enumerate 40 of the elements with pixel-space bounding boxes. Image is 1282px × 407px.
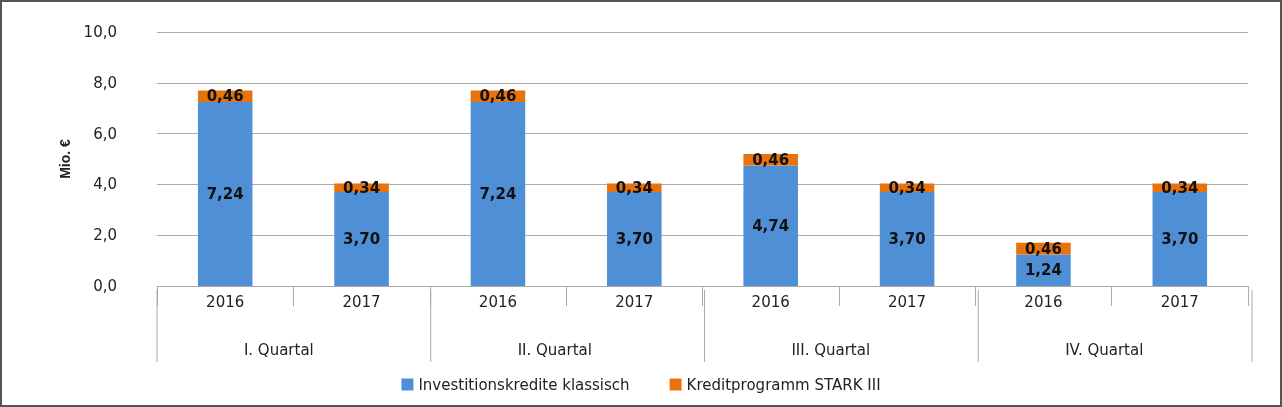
bar [743, 165, 798, 286]
y-tick-label: 10,0 [83, 23, 117, 41]
data-label: 0,46 [752, 150, 790, 169]
y-tick-label: 0,0 [93, 277, 117, 295]
data-label: 3,70 [343, 230, 381, 249]
bar [197, 102, 253, 286]
data-label: 7,24 [479, 185, 517, 204]
data-label: 0,46 [1024, 239, 1062, 258]
y-axis-title: Mio. € [57, 138, 73, 179]
data-label: 0,34 [343, 178, 381, 197]
text: I. Quartal [243, 340, 314, 359]
x-tick-label: 2016 [751, 292, 790, 311]
text: III. Quartal [791, 340, 871, 359]
text: IV. Quartal [1065, 340, 1144, 359]
data-label: 3,70 [615, 230, 653, 249]
bar [470, 102, 526, 286]
data-label: 3,70 [888, 230, 926, 249]
data-label: 4,74 [752, 216, 790, 235]
y-tick-label: 8,0 [93, 73, 117, 92]
data-label: 3,70 [1161, 230, 1199, 249]
data-label: 0,34 [615, 178, 653, 197]
x-tick-label: 2017 [342, 292, 381, 311]
x-tick-label: 2017 [615, 292, 654, 311]
data-label: 7,24 [206, 185, 244, 204]
y-tick-label: 4,0 [93, 175, 117, 194]
x-tick-label: 2017 [1160, 292, 1199, 311]
y-tick-label: 6,0 [93, 124, 117, 143]
data-label: 0,46 [206, 87, 244, 106]
data-label: 1,24 [1024, 261, 1062, 280]
y-tick-label: 2,0 [93, 226, 117, 245]
legend-label: Investitionskredite klassisch [418, 375, 630, 394]
x-tick-label: 2017 [887, 292, 927, 311]
text: II. Quartal [517, 340, 592, 359]
data-label: 0,34 [888, 178, 926, 197]
data-label: 0,46 [479, 87, 517, 106]
x-tick-label: 2016 [1024, 292, 1063, 311]
x-tick-label: 2016 [478, 292, 518, 311]
x-tick-label: 2016 [206, 292, 245, 311]
legend-label: Kreditprogramm STARK III [686, 375, 881, 394]
data-label: 0,34 [1161, 178, 1199, 197]
